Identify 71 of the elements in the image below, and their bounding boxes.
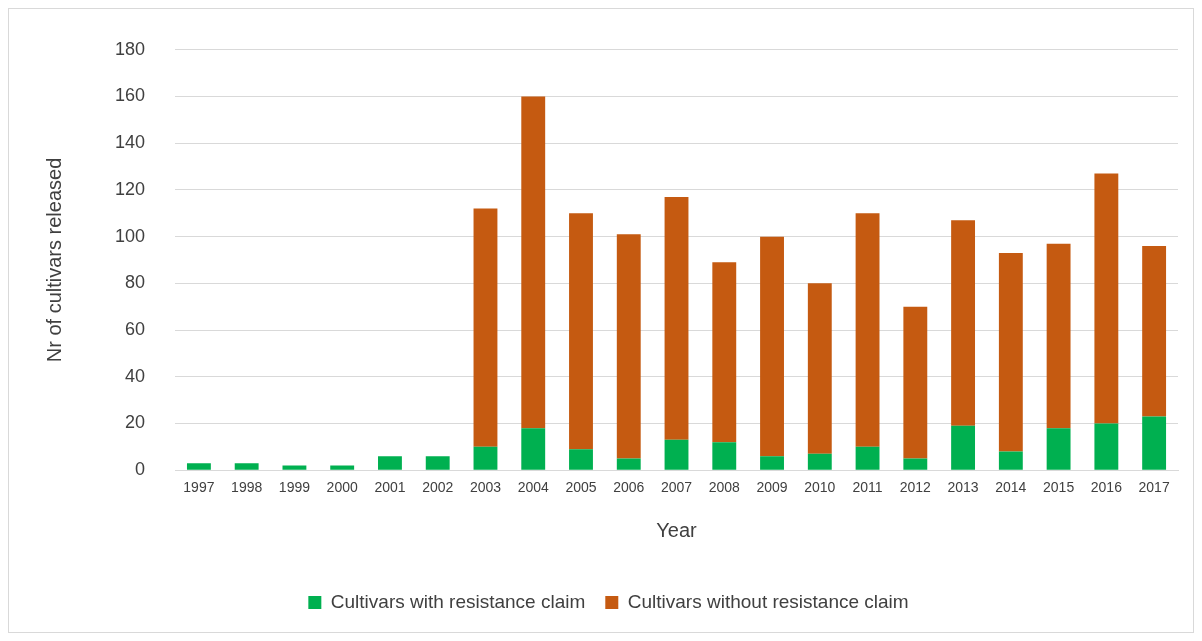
y-tick-label: 160 bbox=[114, 85, 146, 106]
x-tick-label: 2016 bbox=[1090, 479, 1123, 496]
bar bbox=[951, 220, 976, 426]
bar bbox=[330, 465, 355, 470]
bar bbox=[521, 96, 546, 429]
bar bbox=[473, 208, 498, 447]
bar bbox=[569, 213, 593, 450]
x-tick-label: 1997 bbox=[183, 479, 215, 496]
x-tick-label: 2013 bbox=[947, 479, 979, 496]
bar bbox=[903, 306, 928, 459]
x-tick-label: 2005 bbox=[565, 479, 597, 496]
x-tick-label: 2004 bbox=[517, 479, 550, 496]
x-tick-label: 1998 bbox=[231, 479, 263, 496]
x-tick-label: 2014 bbox=[995, 479, 1027, 496]
x-tick-label: 2002 bbox=[422, 479, 454, 496]
y-tick-label: 20 bbox=[125, 412, 146, 433]
bar bbox=[712, 442, 737, 470]
x-tick-label: 2011 bbox=[852, 479, 883, 496]
bar bbox=[760, 456, 784, 470]
bar bbox=[903, 458, 928, 470]
bar bbox=[425, 456, 450, 470]
bar bbox=[473, 446, 498, 470]
bar bbox=[282, 465, 307, 470]
legend-label: Cultivars with resistance claim bbox=[330, 590, 586, 612]
bar bbox=[664, 196, 689, 440]
bar bbox=[521, 428, 546, 470]
x-tick-label: 2017 bbox=[1138, 479, 1170, 496]
y-axis-title: Nr of cultivars released bbox=[42, 157, 65, 363]
x-tick-label: 2001 bbox=[374, 479, 406, 496]
bar bbox=[378, 456, 402, 470]
x-tick-label: 2000 bbox=[326, 479, 358, 496]
x-tick-label: 2007 bbox=[660, 479, 693, 496]
bar bbox=[234, 463, 259, 470]
bar bbox=[186, 463, 211, 470]
x-tick-label: 2012 bbox=[899, 479, 932, 496]
y-tick-label: 140 bbox=[114, 132, 146, 153]
bar bbox=[1046, 428, 1071, 470]
y-tick-label: 120 bbox=[114, 178, 146, 199]
bar bbox=[616, 234, 641, 459]
bar bbox=[998, 451, 1023, 470]
x-tick-label: 1999 bbox=[278, 479, 311, 496]
y-tick-label: 80 bbox=[125, 272, 146, 293]
bar bbox=[807, 283, 832, 454]
y-tick-label: 180 bbox=[114, 38, 146, 59]
bar bbox=[760, 236, 784, 457]
bar bbox=[569, 449, 593, 470]
x-tick-label: 2003 bbox=[469, 479, 502, 496]
x-tick-label: 2010 bbox=[804, 479, 836, 496]
y-tick-label: 100 bbox=[114, 225, 146, 246]
y-tick-label: 60 bbox=[125, 319, 146, 340]
x-tick-label: 2006 bbox=[613, 479, 645, 496]
bar bbox=[951, 425, 976, 470]
x-tick-label: 2015 bbox=[1043, 479, 1075, 496]
bar bbox=[1142, 416, 1167, 470]
legend-label: Cultivars without resistance claim bbox=[627, 590, 909, 612]
bar bbox=[807, 453, 832, 470]
bar bbox=[855, 446, 880, 470]
bar bbox=[855, 213, 880, 447]
x-tick-label: 2009 bbox=[756, 479, 788, 496]
bar bbox=[1094, 423, 1119, 470]
bar bbox=[998, 252, 1023, 452]
bar bbox=[712, 262, 737, 443]
x-axis-title: Year bbox=[656, 518, 698, 541]
bar bbox=[1094, 173, 1119, 424]
y-tick-label: 40 bbox=[125, 365, 146, 386]
y-tick-label: 0 bbox=[135, 459, 146, 480]
bar bbox=[664, 439, 689, 470]
x-tick-label: 2008 bbox=[708, 479, 741, 496]
bar bbox=[616, 458, 641, 470]
bar bbox=[1046, 243, 1071, 429]
bar bbox=[1142, 245, 1167, 417]
